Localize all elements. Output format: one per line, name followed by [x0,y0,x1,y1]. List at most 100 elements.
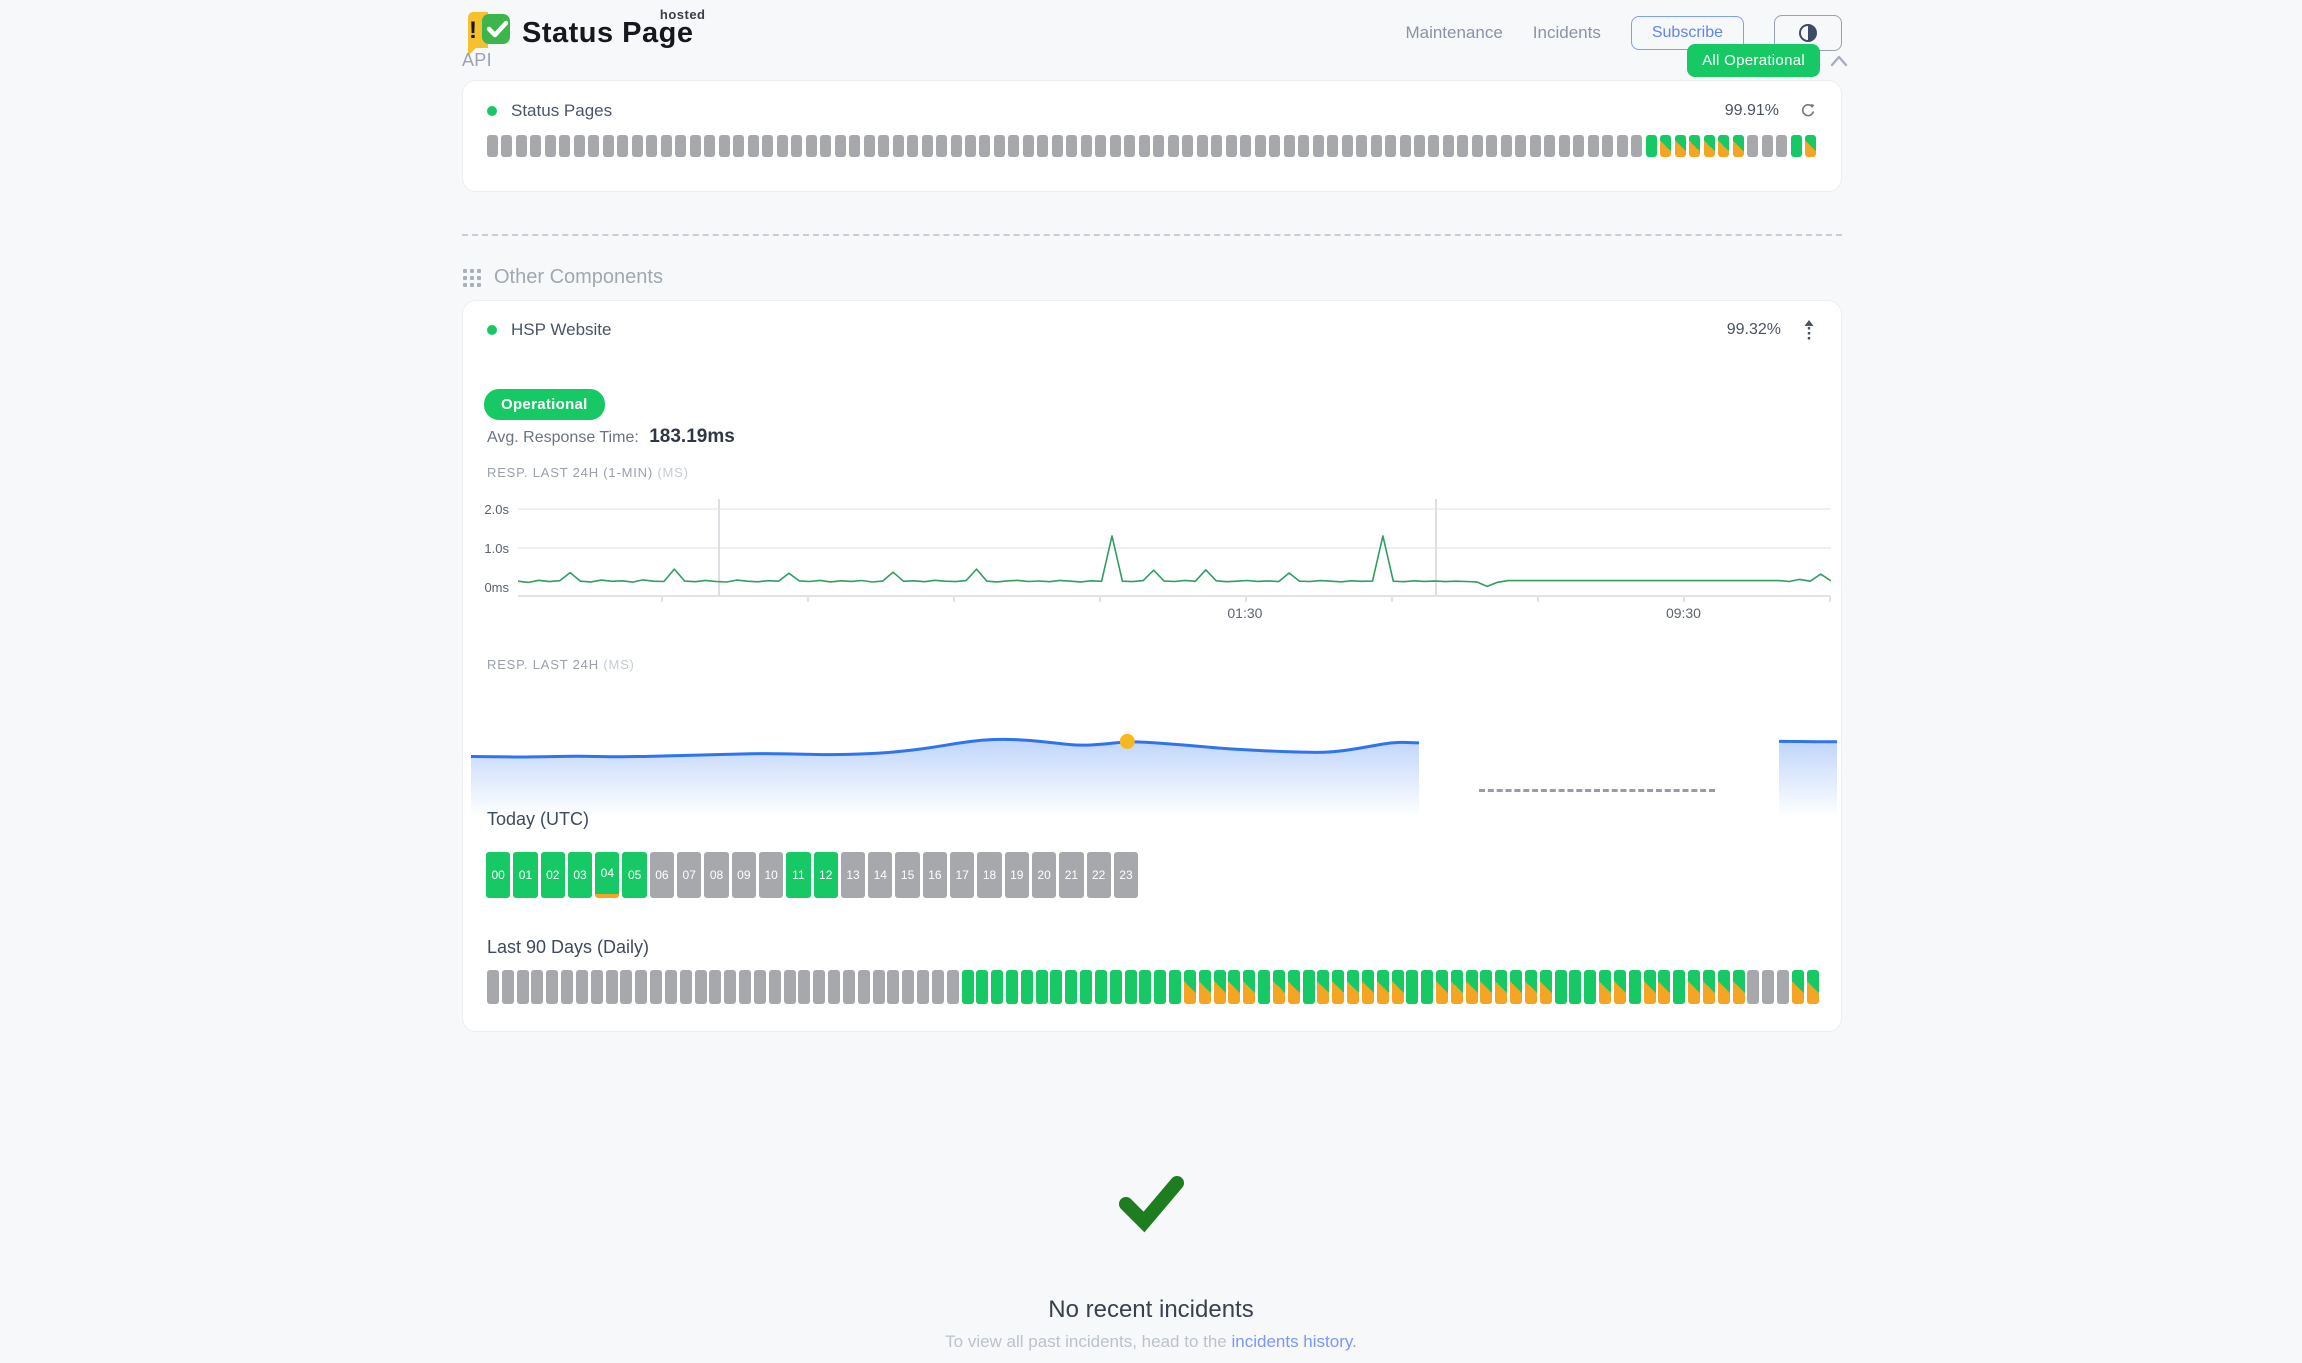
uptime-bar[interactable] [1399,135,1411,157]
uptime-bar[interactable] [1544,135,1556,157]
uptime-bar[interactable] [559,135,571,157]
uptime-bar[interactable] [783,970,796,1004]
uptime-bar[interactable] [689,135,701,157]
uptime-bar[interactable] [1225,135,1237,157]
uptime-bar[interactable] [1616,135,1628,157]
uptime-bar[interactable] [679,970,692,1004]
uptime-bar[interactable] [531,970,544,1004]
uptime-bar[interactable] [1406,970,1419,1004]
uptime-bar[interactable] [834,135,846,157]
uptime-bar[interactable] [1539,970,1552,1004]
uptime-bar[interactable] [501,970,514,1004]
uptime-bar[interactable] [1688,970,1701,1004]
uptime-bar[interactable] [631,135,643,157]
uptime-bar[interactable] [1183,970,1196,1004]
uptime-bar[interactable] [1747,135,1759,157]
uptime-bar[interactable] [1510,970,1523,1004]
uptime-bar[interactable] [1228,970,1241,1004]
uptime-bar[interactable] [1005,970,1018,1004]
uptime-bar[interactable] [660,135,672,157]
uptime-bar[interactable] [1124,135,1136,157]
uptime-bar[interactable] [1153,135,1165,157]
hour-block-20[interactable]: 20 [1031,852,1057,898]
hour-block-01[interactable]: 01 [513,852,538,898]
uptime-bar[interactable] [1240,135,1252,157]
uptime-bar[interactable] [878,135,890,157]
uptime-bar[interactable] [1790,135,1802,157]
uptime-bar[interactable] [762,135,774,157]
uptime-bar[interactable] [1732,970,1745,1004]
uptime-bar[interactable] [907,135,919,157]
uptime-bar[interactable] [1124,970,1137,1004]
uptime-bar[interactable] [828,970,841,1004]
uptime-bar[interactable] [1198,970,1211,1004]
uptime-bar[interactable] [1515,135,1527,157]
uptime-bar[interactable] [724,970,737,1004]
uptime-bar[interactable] [1341,135,1353,157]
uptime-bar[interactable] [1254,135,1266,157]
uptime-bar[interactable] [1587,135,1599,157]
uptime-bar[interactable] [561,970,574,1004]
uptime-bar[interactable] [1283,135,1295,157]
uptime-bar[interactable] [950,135,962,157]
uptime-bar[interactable] [1689,135,1701,157]
uptime-bar[interactable] [964,135,976,157]
uptime-bar[interactable] [1370,135,1382,157]
uptime-bar[interactable] [739,970,752,1004]
uptime-bar[interactable] [1312,135,1324,157]
uptime-bar[interactable] [1065,970,1078,1004]
hour-block-17[interactable]: 17 [950,852,975,898]
uptime-bar[interactable] [768,970,781,1004]
uptime-bar[interactable] [776,135,788,157]
uptime-bar[interactable] [1436,970,1448,1004]
uptime-bar[interactable] [590,970,603,1004]
uptime-bar[interactable] [1327,135,1339,157]
uptime-bar[interactable] [849,135,861,157]
uptime-bar[interactable] [733,135,745,157]
hour-block-09[interactable]: 09 [731,852,756,898]
uptime-bar[interactable] [993,135,1005,157]
uptime-bar[interactable] [1138,135,1150,157]
uptime-bar[interactable] [842,970,855,1004]
uptime-bar[interactable] [1500,135,1512,157]
uptime-bar[interactable] [863,135,875,157]
uptime-bar[interactable] [1658,970,1671,1004]
uptime-bar[interactable] [820,135,832,157]
uptime-bar[interactable] [961,970,974,1004]
uptime-bar[interactable] [620,970,633,1004]
uptime-bar[interactable] [1584,970,1597,1004]
uptime-bar[interactable] [1356,135,1368,157]
uptime-bar[interactable] [1298,135,1310,157]
uptime-bar[interactable] [646,135,658,157]
uptime-bar[interactable] [1702,970,1715,1004]
uptime-bar[interactable] [1761,135,1773,157]
uptime-bar[interactable] [991,970,1004,1004]
uptime-bar[interactable] [1269,135,1281,157]
hour-block-05[interactable]: 05 [622,852,647,898]
uptime-bar[interactable] [1674,135,1686,157]
uptime-bar[interactable] [1776,135,1788,157]
uptime-bar[interactable] [1628,970,1641,1004]
uptime-bar[interactable] [857,970,870,1004]
uptime-bar[interactable] [946,970,959,1004]
uptime-bar[interactable] [1747,970,1760,1004]
uptime-bar[interactable] [709,970,722,1004]
uptime-bar[interactable] [1529,135,1541,157]
hour-block-11[interactable]: 11 [786,852,811,898]
uptime-bar[interactable] [664,970,677,1004]
uptime-bar[interactable] [1287,970,1300,1004]
uptime-bar[interactable] [1480,970,1493,1004]
data-point-marker[interactable] [1119,733,1135,749]
uptime-bar[interactable] [1613,970,1626,1004]
uptime-bar[interactable] [1554,970,1567,1004]
uptime-bar[interactable] [1154,970,1167,1004]
uptime-bar[interactable] [1095,135,1107,157]
hour-block-00[interactable]: 00 [486,852,511,898]
uptime-bar[interactable] [1008,135,1020,157]
hour-block-13[interactable]: 13 [840,852,866,898]
uptime-bar[interactable] [917,970,930,1004]
uptime-bar[interactable] [805,135,817,157]
uptime-bar[interactable] [1569,970,1582,1004]
uptime-bar[interactable] [1361,970,1374,1004]
uptime-bar[interactable] [546,970,559,1004]
